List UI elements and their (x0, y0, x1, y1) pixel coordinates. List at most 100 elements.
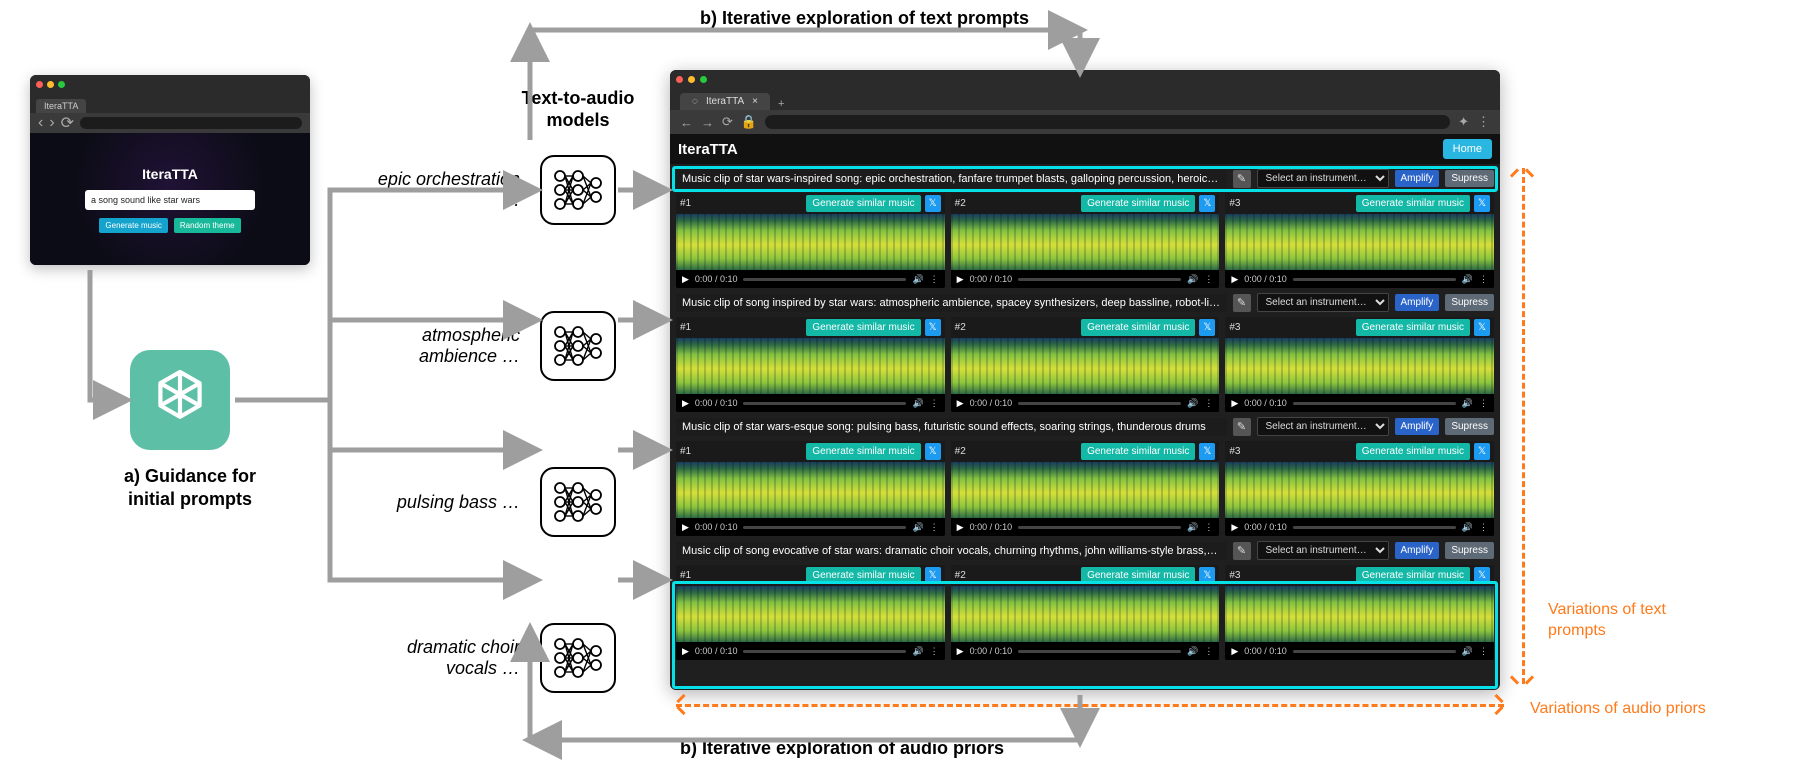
play-icon[interactable]: ▶ (1231, 398, 1238, 409)
twitter-share-icon[interactable]: 𝕏 (1199, 567, 1215, 584)
generate-similar-button[interactable]: Generate similar music (1081, 443, 1195, 460)
menu-icon[interactable]: ⋮ (1477, 114, 1490, 130)
amplify-button[interactable]: Amplify (1395, 418, 1440, 435)
prompt-input[interactable]: a song sound like star wars (85, 190, 255, 210)
generate-similar-button[interactable]: Generate similar music (806, 443, 920, 460)
instrument-select[interactable]: Select an instrument… (1257, 293, 1389, 312)
extensions-icon[interactable]: ✦ (1458, 114, 1469, 130)
amplify-button[interactable]: Amplify (1395, 170, 1440, 187)
twitter-share-icon[interactable]: 𝕏 (1199, 443, 1215, 460)
audio-player[interactable]: ▶ 0:00 / 0:10 🔊 ⋮ (676, 394, 945, 412)
audio-player[interactable]: ▶ 0:00 / 0:10 🔊 ⋮ (951, 270, 1220, 288)
player-menu-icon[interactable]: ⋮ (930, 522, 939, 533)
audio-player[interactable]: ▶ 0:00 / 0:10 🔊 ⋮ (676, 270, 945, 288)
play-icon[interactable]: ▶ (682, 646, 689, 657)
seek-track[interactable] (743, 526, 906, 529)
audio-player[interactable]: ▶ 0:00 / 0:10 🔊 ⋮ (951, 518, 1220, 536)
audio-player[interactable]: ▶ 0:00 / 0:10 🔊 ⋮ (676, 518, 945, 536)
generate-similar-button[interactable]: Generate similar music (806, 195, 920, 212)
player-menu-icon[interactable]: ⋮ (1204, 274, 1213, 285)
seek-track[interactable] (743, 650, 906, 653)
player-menu-icon[interactable]: ⋮ (1204, 398, 1213, 409)
tab-close-icon[interactable]: × (752, 96, 758, 107)
mini-url-input[interactable] (80, 117, 302, 129)
edit-icon[interactable]: ✎ (1233, 418, 1251, 436)
volume-icon[interactable]: 🔊 (1462, 522, 1473, 533)
results-tab[interactable]: ◌ IteraTTA × (680, 93, 770, 110)
generate-similar-button[interactable]: Generate similar music (1356, 319, 1470, 336)
seek-track[interactable] (1018, 526, 1181, 529)
edit-icon[interactable]: ✎ (1233, 294, 1251, 312)
generate-similar-button[interactable]: Generate similar music (806, 567, 920, 584)
generate-similar-button[interactable]: Generate similar music (1081, 319, 1195, 336)
amplify-button[interactable]: Amplify (1395, 294, 1440, 311)
mini-tab[interactable]: IteraTTA (36, 99, 86, 113)
nav-reload-icon[interactable]: ⟳ (722, 114, 733, 130)
generate-similar-button[interactable]: Generate similar music (1356, 443, 1470, 460)
audio-player[interactable]: ▶ 0:00 / 0:10 🔊 ⋮ (1225, 518, 1494, 536)
audio-player[interactable]: ▶ 0:00 / 0:10 🔊 ⋮ (951, 642, 1220, 660)
nav-forward-icon[interactable]: → (701, 115, 714, 130)
audio-player[interactable]: ▶ 0:00 / 0:10 🔊 ⋮ (676, 642, 945, 660)
seek-track[interactable] (1293, 526, 1456, 529)
player-menu-icon[interactable]: ⋮ (930, 398, 939, 409)
generate-similar-button[interactable]: Generate similar music (1081, 195, 1195, 212)
play-icon[interactable]: ▶ (957, 398, 964, 409)
instrument-select[interactable]: Select an instrument… (1257, 417, 1389, 436)
audio-player[interactable]: ▶ 0:00 / 0:10 🔊 ⋮ (1225, 270, 1494, 288)
amplify-button[interactable]: Amplify (1395, 542, 1440, 559)
url-input[interactable] (765, 115, 1450, 129)
play-icon[interactable]: ▶ (682, 398, 689, 409)
player-menu-icon[interactable]: ⋮ (930, 646, 939, 657)
generate-music-button[interactable]: Generate music (99, 218, 167, 233)
nav-reload-icon[interactable]: ⟳ (61, 113, 74, 133)
twitter-share-icon[interactable]: 𝕏 (1474, 443, 1490, 460)
player-menu-icon[interactable]: ⋮ (1479, 522, 1488, 533)
play-icon[interactable]: ▶ (957, 646, 964, 657)
home-button[interactable]: Home (1443, 139, 1492, 159)
supress-button[interactable]: Supress (1445, 418, 1494, 435)
seek-track[interactable] (1293, 402, 1456, 405)
seek-track[interactable] (1293, 278, 1456, 281)
twitter-share-icon[interactable]: 𝕏 (925, 319, 941, 336)
volume-icon[interactable]: 🔊 (912, 646, 923, 657)
play-icon[interactable]: ▶ (957, 274, 964, 285)
twitter-share-icon[interactable]: 𝕏 (1199, 195, 1215, 212)
audio-player[interactable]: ▶ 0:00 / 0:10 🔊 ⋮ (1225, 394, 1494, 412)
volume-icon[interactable]: 🔊 (1462, 646, 1473, 657)
generate-similar-button[interactable]: Generate similar music (806, 319, 920, 336)
new-tab-button[interactable]: + (770, 98, 792, 110)
audio-player[interactable]: ▶ 0:00 / 0:10 🔊 ⋮ (951, 394, 1220, 412)
twitter-share-icon[interactable]: 𝕏 (1474, 319, 1490, 336)
generate-similar-button[interactable]: Generate similar music (1081, 567, 1195, 584)
twitter-share-icon[interactable]: 𝕏 (925, 567, 941, 584)
play-icon[interactable]: ▶ (1231, 522, 1238, 533)
generate-similar-button[interactable]: Generate similar music (1356, 195, 1470, 212)
play-icon[interactable]: ▶ (682, 274, 689, 285)
seek-track[interactable] (743, 278, 906, 281)
seek-track[interactable] (1293, 650, 1456, 653)
volume-icon[interactable]: 🔊 (1187, 522, 1198, 533)
seek-track[interactable] (743, 402, 906, 405)
seek-track[interactable] (1018, 650, 1181, 653)
supress-button[interactable]: Supress (1445, 542, 1494, 559)
seek-track[interactable] (1018, 402, 1181, 405)
volume-icon[interactable]: 🔊 (1462, 274, 1473, 285)
volume-icon[interactable]: 🔊 (1187, 274, 1198, 285)
audio-player[interactable]: ▶ 0:00 / 0:10 🔊 ⋮ (1225, 642, 1494, 660)
edit-icon[interactable]: ✎ (1233, 542, 1251, 560)
twitter-share-icon[interactable]: 𝕏 (1474, 195, 1490, 212)
volume-icon[interactable]: 🔊 (1187, 398, 1198, 409)
generate-similar-button[interactable]: Generate similar music (1356, 567, 1470, 584)
twitter-share-icon[interactable]: 𝕏 (1199, 319, 1215, 336)
player-menu-icon[interactable]: ⋮ (1479, 274, 1488, 285)
volume-icon[interactable]: 🔊 (912, 398, 923, 409)
player-menu-icon[interactable]: ⋮ (1204, 646, 1213, 657)
nav-forward-icon[interactable]: › (49, 114, 54, 132)
twitter-share-icon[interactable]: 𝕏 (1474, 567, 1490, 584)
edit-icon[interactable]: ✎ (1233, 170, 1251, 188)
instrument-select[interactable]: Select an instrument… (1257, 169, 1389, 188)
volume-icon[interactable]: 🔊 (912, 274, 923, 285)
volume-icon[interactable]: 🔊 (1462, 398, 1473, 409)
play-icon[interactable]: ▶ (682, 522, 689, 533)
